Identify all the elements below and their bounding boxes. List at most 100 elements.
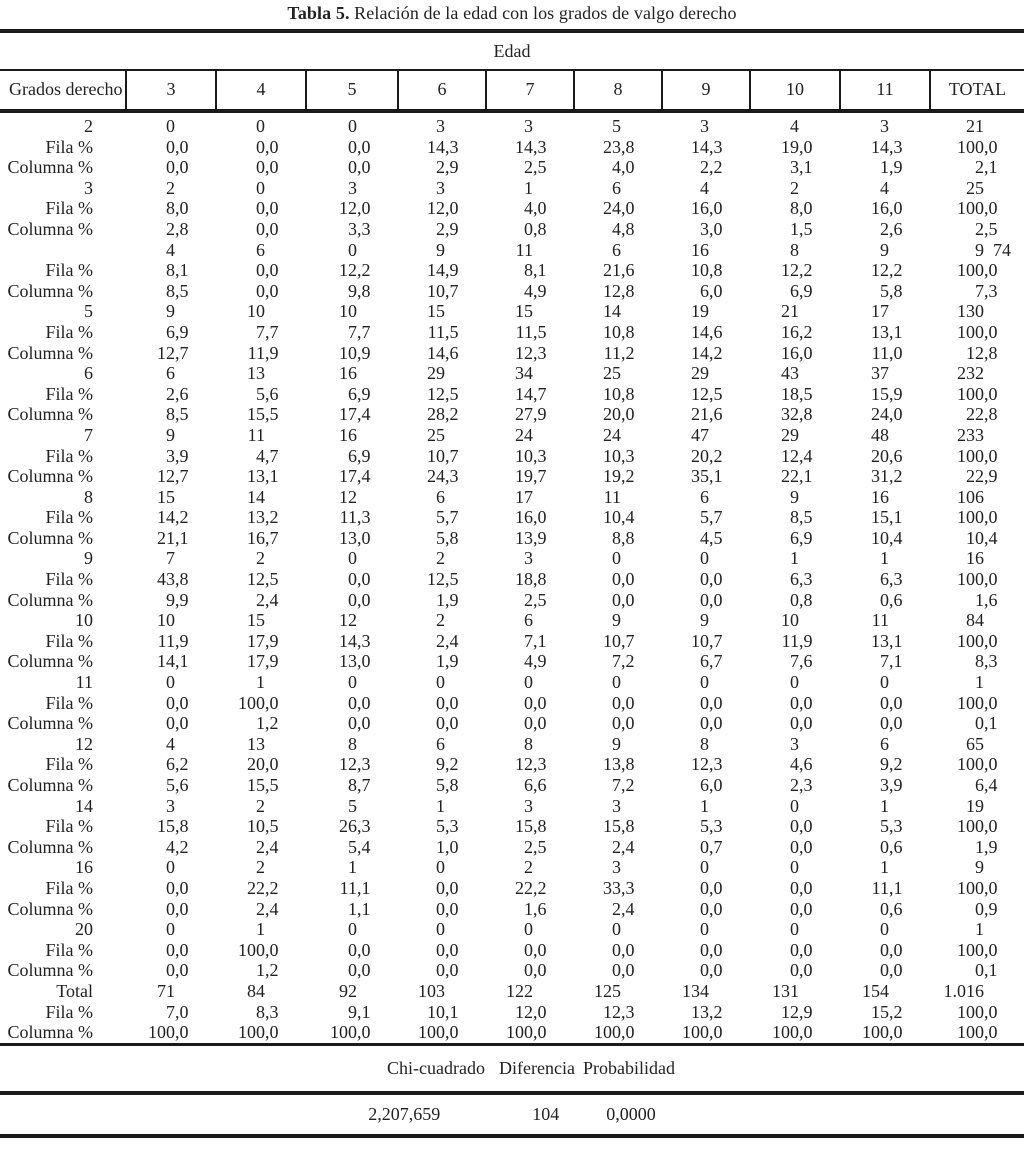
cell: 10,9 [305, 343, 397, 364]
cell-decimal-part: ,0 [265, 136, 279, 157]
cell: 12,5 [397, 569, 485, 590]
cell: 14,3 [661, 137, 749, 158]
cell: 0 [485, 919, 573, 940]
cell-decimal-part [984, 796, 1024, 817]
cell-integer-part: 1 [880, 548, 889, 569]
cell-decimal-part [984, 734, 1024, 755]
cell: 0,0 [485, 960, 573, 981]
cell-integer-part: 24 [427, 466, 445, 487]
cell-integer-part: 8 [166, 404, 175, 425]
cell-integer-part: 2 [436, 610, 445, 631]
cell: 3 [397, 116, 485, 137]
cell-integer-part: 0 [790, 960, 799, 981]
cell-decimal-part: ,6 [984, 589, 998, 610]
cell: 0 [485, 672, 573, 693]
cell-integer-part: 9 [975, 239, 984, 260]
cell: 5,4 [305, 837, 397, 858]
cell-integer-part: 100 [238, 692, 265, 713]
cell-decimal-part: ,6 [889, 445, 903, 466]
fila-percent-row: Fila % 0,0 100,0 0,0 0,0 0,0 0,0 0,0 0,0 0,0 100,0 [0, 693, 1024, 714]
cell-integer-part: 0 [166, 877, 175, 898]
cell-decimal-part [799, 610, 839, 631]
cell: 25 [397, 425, 485, 446]
cell-integer-part: 22 [247, 877, 265, 898]
cell-integer-part: 13 [339, 527, 357, 548]
cell: 48 [839, 425, 929, 446]
cell-integer-part: 100 [957, 877, 984, 898]
cell: 17,9 [215, 631, 305, 652]
cell: 2,9 [397, 157, 485, 178]
cell: 14 [573, 301, 661, 322]
cell-decimal-part [175, 919, 215, 940]
cell: 11 [839, 610, 929, 631]
cell: 3,1 [749, 157, 839, 178]
cell: 8,8 [573, 528, 661, 549]
cell-decimal-part [533, 487, 573, 508]
cell: 6 [215, 240, 305, 261]
cell-integer-part: 1 [436, 795, 445, 816]
cell-decimal-part: ,0 [984, 1022, 998, 1043]
cell-decimal-part: ,7 [265, 321, 279, 342]
cell: 0,0 [125, 940, 215, 961]
cell-decimal-part [984, 425, 1024, 446]
cell: 6 [573, 240, 661, 261]
cell-integer-part: 0 [700, 692, 709, 713]
cell-integer-part: 0 [524, 218, 533, 239]
row-label: Fila % [45, 1001, 94, 1022]
cell-integer-part: 0 [790, 713, 799, 734]
cell-integer-part: 6 [790, 527, 799, 548]
cell: 100,0 [305, 1022, 397, 1043]
cell-integer-part: 8 [348, 733, 357, 754]
cell-integer-part: 5 [436, 816, 445, 837]
cell-integer-part: 23 [603, 136, 621, 157]
cell-decimal-part: ,0 [445, 198, 459, 219]
cell-decimal-part: ,0 [984, 630, 998, 651]
row-label: Columna % [7, 218, 94, 239]
cell: 29 [661, 363, 749, 384]
cell-decimal-part: ,1 [889, 877, 903, 898]
cell-integer-part: 1 [880, 157, 889, 178]
cell-decimal-part: ,0 [889, 713, 903, 734]
cell: 12,7 [125, 343, 215, 364]
cell-integer-part: 2 [790, 775, 799, 795]
cell: 11,1 [839, 878, 929, 899]
cell-decimal-part: ,0 [709, 198, 723, 219]
cell-decimal-part: ,8 [621, 754, 635, 775]
cell: 14,6 [397, 343, 485, 364]
cell-integer-part: 10 [247, 816, 265, 837]
cell: 5,8 [397, 775, 485, 796]
cell: 11,9 [215, 343, 305, 364]
cell-decimal-part [445, 672, 485, 693]
cell-integer-part: 1 [256, 713, 265, 734]
cell-integer-part: 12 [691, 383, 709, 404]
cell: 8,7 [305, 775, 397, 796]
cell: 0 [749, 919, 839, 940]
cell-integer-part: 20 [871, 445, 889, 466]
cell-integer-part: 13 [247, 363, 265, 384]
cell-integer-part: 130 [957, 301, 984, 322]
cell-decimal-part: ,9 [175, 630, 189, 651]
cell: 1 [485, 178, 573, 199]
cell-decimal-part: ,8 [445, 775, 459, 795]
row-label [0, 240, 125, 261]
cell-decimal-part: ,0 [357, 1022, 371, 1043]
cell: 100,0 [929, 446, 1024, 467]
cell-integer-part: 24 [603, 424, 621, 445]
cell-decimal-part: ,5 [175, 280, 189, 301]
cell: 13,0 [305, 651, 397, 672]
cell: 0,0 [749, 837, 839, 858]
cell-integer-part: 1 [256, 960, 265, 981]
cell: 11 [215, 425, 305, 446]
cell-decimal-part [533, 116, 573, 137]
cell-integer-part: 0 [436, 898, 445, 919]
cell-integer-part: 100 [238, 939, 265, 960]
cell: 5,3 [661, 816, 749, 837]
cell: 100,0 [929, 754, 1024, 775]
cell-decimal-part [175, 548, 215, 569]
cell-decimal-part: ,9 [445, 218, 459, 239]
cell-decimal-part: ,2 [175, 507, 189, 528]
column-header-5: 5 [305, 71, 397, 109]
count-row-grado-12: 12 4 13 8 6 8 9 8 3 6 65 [0, 734, 1024, 755]
cell-decimal-part: ,2 [709, 342, 723, 363]
cell: 0,0 [749, 899, 839, 920]
